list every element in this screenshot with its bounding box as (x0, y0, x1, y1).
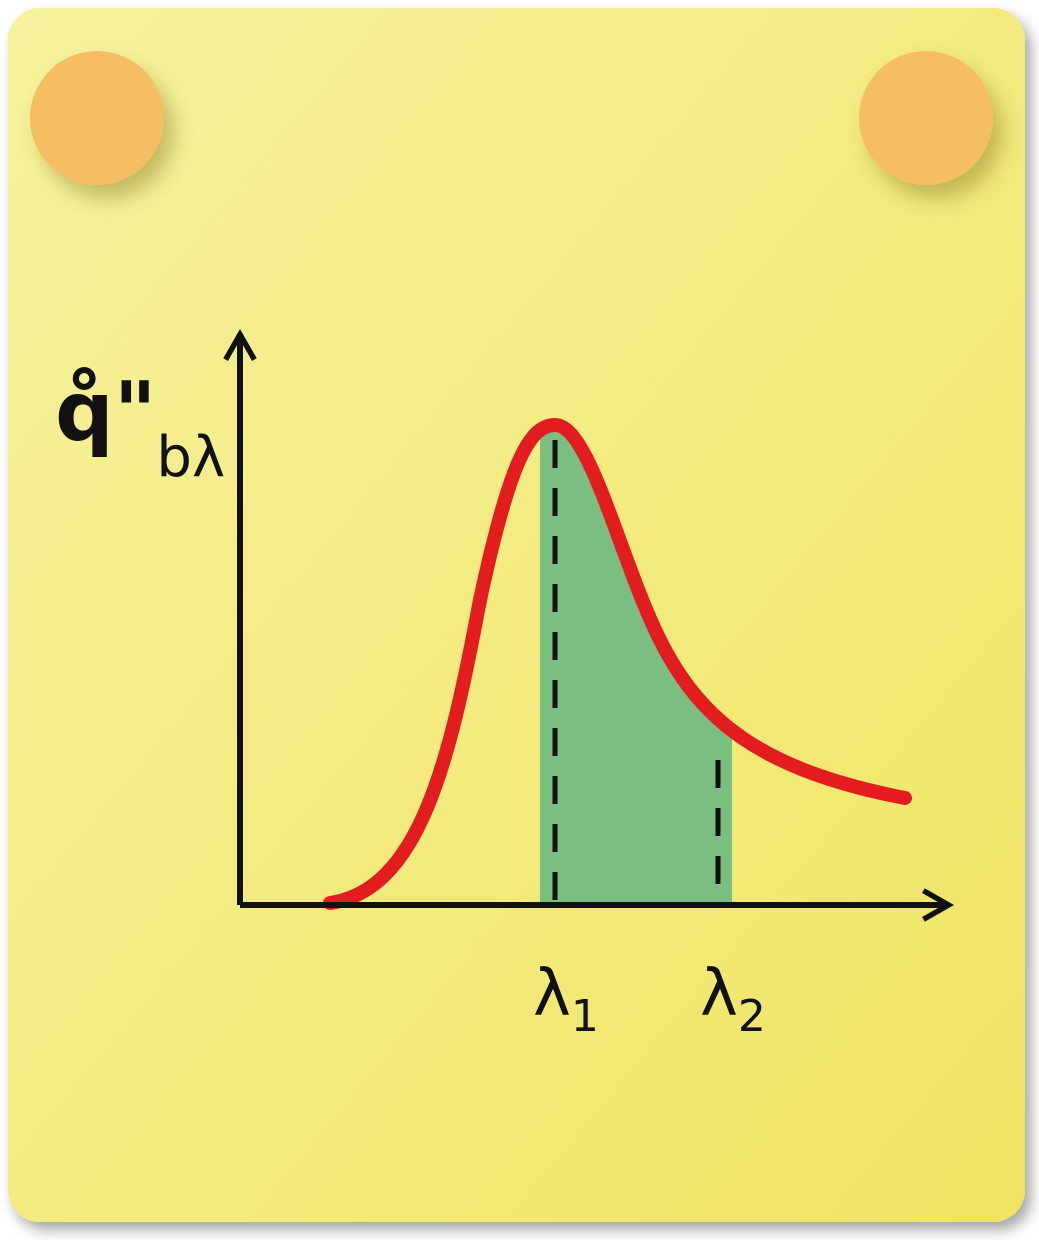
shaded-area (540, 425, 732, 905)
y-label: q̊"bλ (55, 365, 225, 490)
pin (859, 51, 993, 185)
curve (323, 417, 912, 910)
marker-label: λ1 (533, 957, 599, 1042)
marker-subscript: 2 (738, 991, 766, 1042)
marker-symbol: λ (533, 957, 571, 1031)
marker-subscript: 1 (571, 991, 599, 1042)
pin (30, 51, 164, 185)
y-label-subscript: bλ (156, 425, 225, 490)
marker-label: λ2 (700, 957, 766, 1042)
marker-symbol: λ (700, 957, 738, 1031)
note (8, 8, 1025, 1222)
y-label-symbol: q̊" (55, 365, 156, 460)
